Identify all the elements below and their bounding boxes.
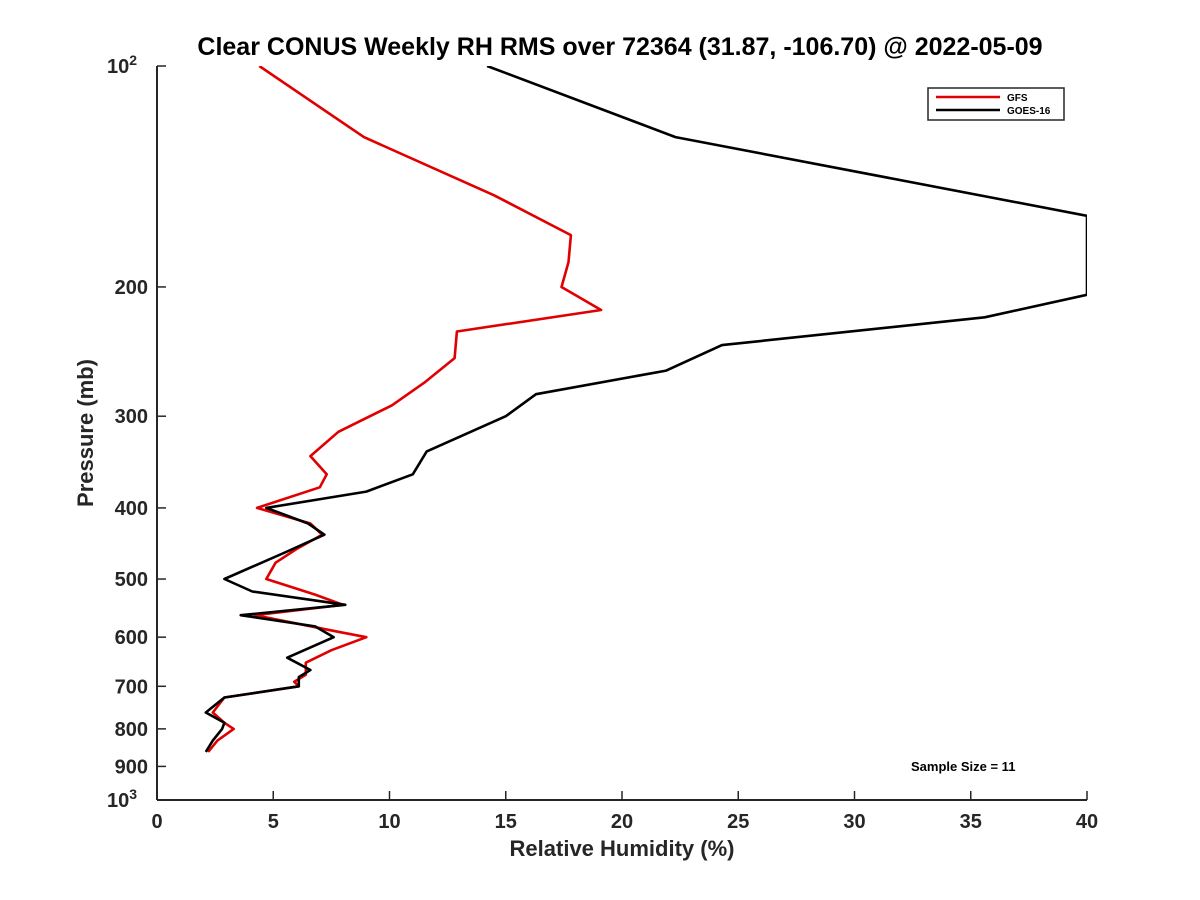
- series-line-goes-16: [204, 66, 1087, 753]
- y-tick-label: 900: [115, 756, 148, 778]
- y-tick-label: 300: [115, 406, 148, 428]
- y-tick-label: 103: [107, 786, 137, 812]
- x-ticks: 0 5 10 15 20 25 30 35 40: [151, 791, 1098, 833]
- x-tick-label: 15: [495, 811, 517, 833]
- x-tick-label: 40: [1076, 811, 1098, 833]
- legend: GFS GOES-16: [927, 87, 1065, 121]
- x-tick-label: 35: [960, 811, 982, 833]
- x-tick-label: 20: [611, 811, 633, 833]
- y-tick-label: 102: [107, 52, 137, 78]
- legend-box: [927, 87, 1065, 121]
- y-tick-label: 800: [115, 719, 148, 741]
- legend-label-goes16: GOES-16: [1007, 106, 1051, 117]
- x-tick-label: 30: [843, 811, 865, 833]
- y-tick-label: 700: [115, 676, 148, 698]
- x-tick-label: 5: [268, 811, 279, 833]
- sample-size-annotation: Sample Size = 11: [911, 759, 1015, 774]
- x-tick-label: 10: [378, 811, 400, 833]
- y-ticks: 102 200 300 400 500 600 700 800 900 103: [107, 52, 166, 812]
- y-axis-label: Pressure (mb): [73, 359, 98, 507]
- plot-lines: [204, 66, 1087, 753]
- y-tick-label: 600: [115, 627, 148, 649]
- x-tick-label: 0: [151, 811, 162, 833]
- chart-title: Clear CONUS Weekly RH RMS over 72364 (31…: [197, 33, 1042, 61]
- y-tick-label: 500: [115, 569, 148, 591]
- y-tick-label: 400: [115, 498, 148, 520]
- legend-label-gfs: GFS: [1007, 93, 1028, 104]
- x-tick-label: 25: [727, 811, 749, 833]
- y-tick-label: 200: [115, 277, 148, 299]
- x-axis-label: Relative Humidity (%): [510, 836, 735, 861]
